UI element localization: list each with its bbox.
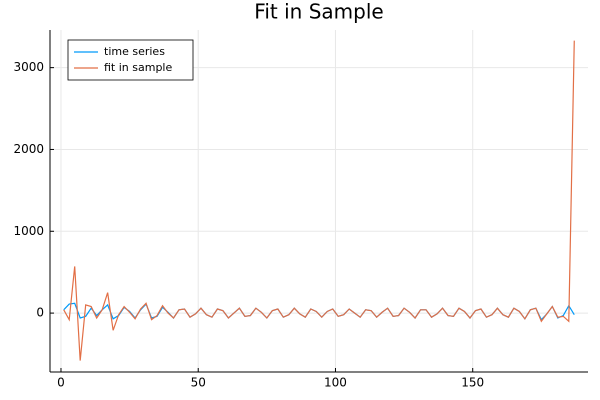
x-tick-label: 150: [461, 376, 484, 390]
y-tick-label: 1000: [13, 224, 44, 238]
series-line: [63, 302, 575, 321]
legend-label: time series: [104, 45, 165, 58]
x-tick-label: 50: [191, 376, 206, 390]
x-tick-label: 100: [324, 376, 347, 390]
series-line: [63, 40, 575, 361]
legend-label: fit in sample: [104, 61, 172, 74]
y-tick-label: 0: [36, 306, 44, 320]
legend-box: [67, 39, 194, 81]
y-tick-label: 2000: [13, 142, 44, 156]
chart-title: Fit in Sample: [254, 0, 383, 24]
x-tick-label: 0: [57, 376, 65, 390]
y-tick-label: 3000: [13, 60, 44, 74]
